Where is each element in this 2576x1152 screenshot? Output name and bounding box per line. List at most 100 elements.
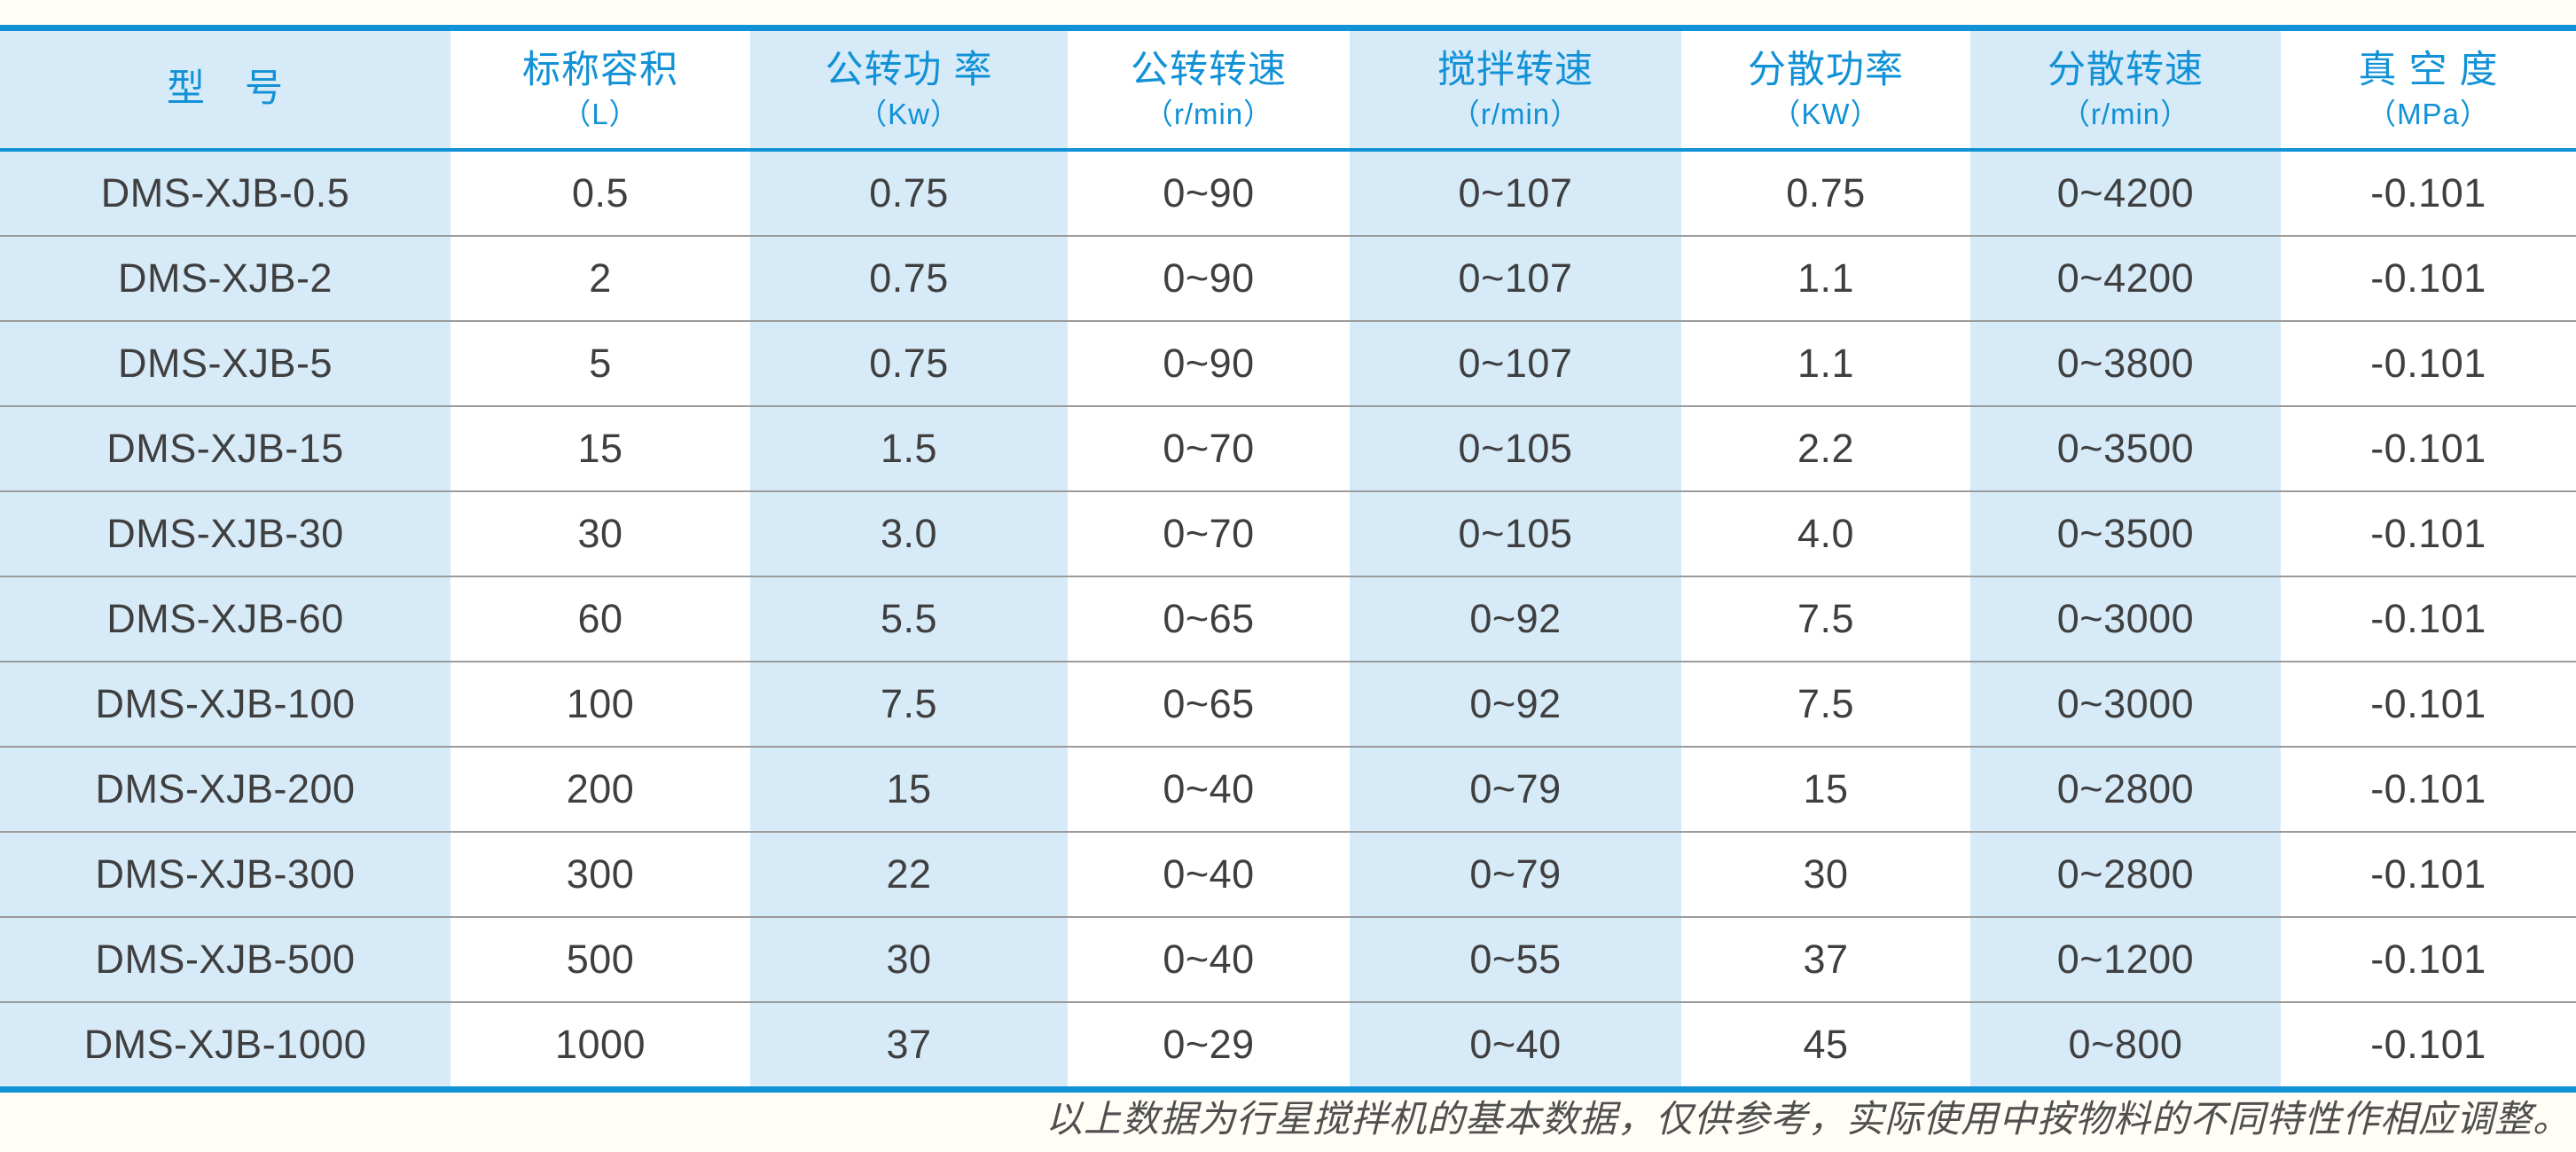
- column-header-revolution-speed: 公转转速 （r/min）: [1068, 27, 1350, 152]
- column-label: 分散功率: [1748, 49, 1904, 92]
- cell-stir_speed: 0~107: [1350, 150, 1681, 236]
- spec-table-body: DMS-XJB-0.5 0.5 0.75 0~90 0~107 0.75 0~4200 -0.…: [0, 150, 2576, 1090]
- cell-vacuum: -0.101: [2281, 490, 2576, 576]
- cell-model: DMS-XJB-15: [0, 405, 450, 491]
- cell-vacuum: -0.101: [2281, 746, 2576, 832]
- table-row: DMS-XJB-0.5 0.5 0.75 0~90 0~107 0.75 0~4200 -0.…: [0, 150, 2576, 236]
- header-row: 型 号 标称容积 （L） 公转功 率 （Kw） 公转转速 （r/min） 搅拌转…: [0, 27, 2576, 152]
- cell-disp_power: 4.0: [1681, 490, 1970, 576]
- cell-rev_speed: 0~65: [1068, 661, 1350, 747]
- cell-rev_power: 15: [750, 746, 1068, 832]
- cell-stir_speed: 0~40: [1350, 1001, 1681, 1090]
- table-row: DMS-XJB-300 300 22 0~40 0~79 30 0~2800 -0.101: [0, 831, 2576, 917]
- column-label: 搅拌转速: [1437, 49, 1593, 92]
- column-header-capacity: 标称容积 （L）: [450, 27, 750, 152]
- cell-model: DMS-XJB-2: [0, 235, 450, 321]
- cell-stir_speed: 0~92: [1350, 661, 1681, 747]
- cell-vacuum: -0.101: [2281, 916, 2576, 1002]
- cell-stir_speed: 0~79: [1350, 831, 1681, 917]
- cell-rev_power: 30: [750, 916, 1068, 1002]
- cell-capacity: 1000: [450, 1001, 750, 1090]
- cell-rev_power: 22: [750, 831, 1068, 917]
- cell-rev_power: 37: [750, 1001, 1068, 1090]
- column-unit: （MPa）: [2367, 98, 2490, 131]
- cell-rev_power: 5.5: [750, 576, 1068, 662]
- table-row: DMS-XJB-60 60 5.5 0~65 0~92 7.5 0~3000 -0.101: [0, 576, 2576, 662]
- footer-note: 以上数据为行星搅拌机的基本数据，仅供参考，实际使用中按物料的不同特性作相应调整。: [1045, 1097, 2571, 1140]
- cell-vacuum: -0.101: [2281, 235, 2576, 321]
- cell-capacity: 200: [450, 746, 750, 832]
- cell-rev_speed: 0~29: [1068, 1001, 1350, 1090]
- cell-disp_power: 30: [1681, 831, 1970, 917]
- cell-disp_power: 7.5: [1681, 661, 1970, 747]
- cell-rev_speed: 0~40: [1068, 746, 1350, 832]
- cell-model: DMS-XJB-60: [0, 576, 450, 662]
- cell-disp_speed: 0~1200: [1970, 916, 2281, 1002]
- column-unit: （r/min）: [2060, 98, 2191, 131]
- column-label: 真 空 度: [2358, 49, 2499, 92]
- column-unit: （r/min）: [1450, 98, 1581, 131]
- cell-disp_speed: 0~2800: [1970, 831, 2281, 917]
- cell-capacity: 500: [450, 916, 750, 1002]
- cell-disp_power: 1.1: [1681, 320, 1970, 406]
- cell-stir_speed: 0~92: [1350, 576, 1681, 662]
- planetary-mixer-spec-table: 型 号 标称容积 （L） 公转功 率 （Kw） 公转转速 （r/min） 搅拌转…: [0, 25, 2576, 1093]
- column-unit: （r/min）: [1143, 98, 1274, 131]
- cell-vacuum: -0.101: [2281, 150, 2576, 236]
- cell-capacity: 15: [450, 405, 750, 491]
- table-row: DMS-XJB-2 2 0.75 0~90 0~107 1.1 0~4200 -0.101: [0, 235, 2576, 321]
- column-label: 型 号: [167, 67, 284, 111]
- column-label: 公转转速: [1131, 49, 1287, 92]
- cell-disp_power: 2.2: [1681, 405, 1970, 491]
- cell-capacity: 5: [450, 320, 750, 406]
- cell-disp_power: 0.75: [1681, 150, 1970, 236]
- cell-rev_speed: 0~65: [1068, 576, 1350, 662]
- cell-rev_power: 0.75: [750, 150, 1068, 236]
- cell-model: DMS-XJB-0.5: [0, 150, 450, 236]
- cell-model: DMS-XJB-5: [0, 320, 450, 406]
- cell-stir_speed: 0~55: [1350, 916, 1681, 1002]
- table-row: DMS-XJB-500 500 30 0~40 0~55 37 0~1200 -0.101: [0, 916, 2576, 1002]
- cell-disp_speed: 0~3500: [1970, 490, 2281, 576]
- cell-capacity: 60: [450, 576, 750, 662]
- cell-disp_speed: 0~2800: [1970, 746, 2281, 832]
- column-header-stirring-speed: 搅拌转速 （r/min）: [1350, 27, 1681, 152]
- cell-disp_speed: 0~3500: [1970, 405, 2281, 491]
- cell-capacity: 30: [450, 490, 750, 576]
- column-header-dispersing-power: 分散功率 （KW）: [1681, 27, 1970, 152]
- cell-disp_power: 7.5: [1681, 576, 1970, 662]
- cell-capacity: 2: [450, 235, 750, 321]
- column-label: 公转功 率: [825, 49, 993, 92]
- cell-disp_power: 45: [1681, 1001, 1970, 1090]
- column-header-vacuum-degree: 真 空 度 （MPa）: [2281, 27, 2576, 152]
- cell-stir_speed: 0~107: [1350, 320, 1681, 406]
- cell-disp_power: 37: [1681, 916, 1970, 1002]
- cell-stir_speed: 0~105: [1350, 490, 1681, 576]
- column-label: 标称容积: [522, 49, 678, 92]
- table-row: DMS-XJB-5 5 0.75 0~90 0~107 1.1 0~3800 -0.101: [0, 320, 2576, 406]
- cell-disp_speed: 0~3800: [1970, 320, 2281, 406]
- cell-rev_speed: 0~70: [1068, 490, 1350, 576]
- table-row: DMS-XJB-30 30 3.0 0~70 0~105 4.0 0~3500 -0.101: [0, 490, 2576, 576]
- cell-model: DMS-XJB-1000: [0, 1001, 450, 1090]
- cell-disp_speed: 0~800: [1970, 1001, 2281, 1090]
- cell-disp_power: 1.1: [1681, 235, 1970, 321]
- column-label: 分散转速: [2047, 49, 2204, 92]
- column-unit: （Kw）: [857, 98, 960, 131]
- cell-rev_speed: 0~90: [1068, 320, 1350, 406]
- cell-vacuum: -0.101: [2281, 831, 2576, 917]
- column-header-model: 型 号: [0, 27, 450, 152]
- cell-rev_power: 1.5: [750, 405, 1068, 491]
- table-row: DMS-XJB-15 15 1.5 0~70 0~105 2.2 0~3500 -0.101: [0, 405, 2576, 491]
- cell-capacity: 0.5: [450, 150, 750, 236]
- cell-vacuum: -0.101: [2281, 576, 2576, 662]
- cell-model: DMS-XJB-30: [0, 490, 450, 576]
- cell-vacuum: -0.101: [2281, 661, 2576, 747]
- table-row: DMS-XJB-100 100 7.5 0~65 0~92 7.5 0~3000 -0.101: [0, 661, 2576, 747]
- cell-rev_speed: 0~40: [1068, 916, 1350, 1002]
- table-row: DMS-XJB-200 200 15 0~40 0~79 15 0~2800 -0.101: [0, 746, 2576, 832]
- cell-model: DMS-XJB-100: [0, 661, 450, 747]
- cell-disp_speed: 0~3000: [1970, 661, 2281, 747]
- cell-rev_power: 0.75: [750, 320, 1068, 406]
